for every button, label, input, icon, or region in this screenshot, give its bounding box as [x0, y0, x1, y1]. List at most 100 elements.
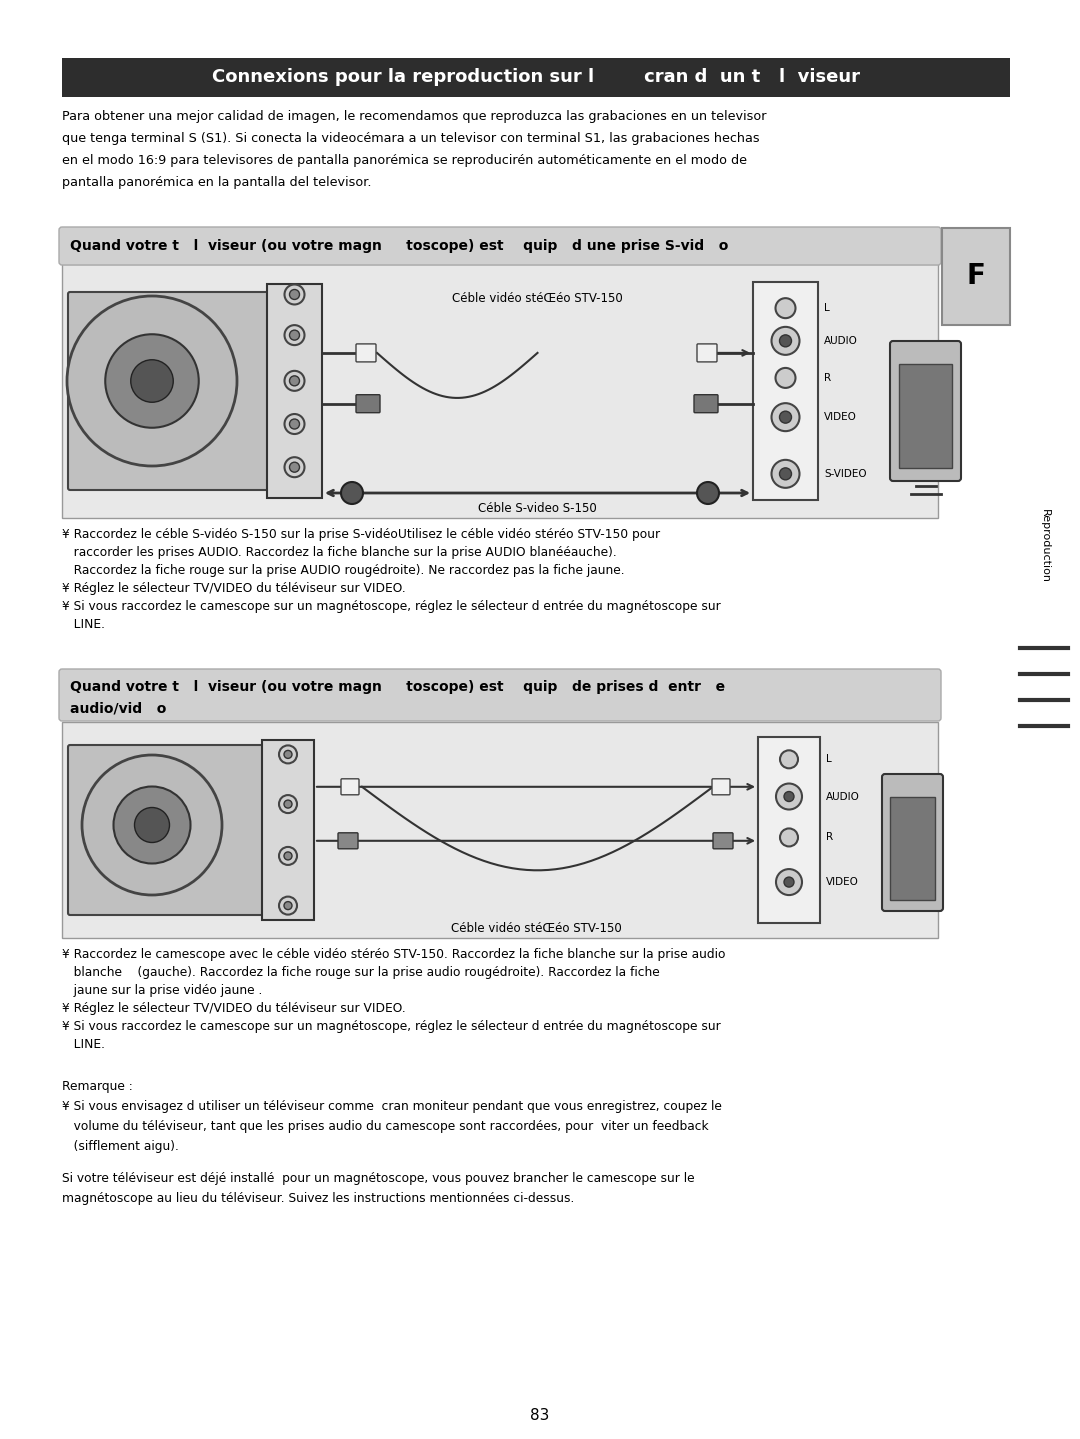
- Text: L: L: [826, 754, 832, 764]
- FancyBboxPatch shape: [356, 394, 380, 413]
- Text: ¥ Réglez le sélecteur TV/VIDEO du téléviseur sur VIDEO.: ¥ Réglez le sélecteur TV/VIDEO du télévi…: [62, 1002, 406, 1014]
- FancyBboxPatch shape: [68, 745, 264, 915]
- FancyBboxPatch shape: [753, 282, 818, 499]
- Circle shape: [284, 800, 292, 809]
- Circle shape: [289, 462, 299, 472]
- FancyBboxPatch shape: [341, 778, 359, 794]
- Text: F: F: [967, 262, 985, 291]
- FancyBboxPatch shape: [62, 58, 1010, 96]
- Circle shape: [777, 869, 802, 895]
- Circle shape: [771, 327, 799, 355]
- FancyBboxPatch shape: [882, 774, 943, 911]
- Text: pantalla panorémica en la pantalla del televisor.: pantalla panorémica en la pantalla del t…: [62, 176, 372, 189]
- Text: ¥ Raccordez le céble S-vidéo S-150 sur la prise S-vidéoUtilisez le céble vidéo s: ¥ Raccordez le céble S-vidéo S-150 sur l…: [62, 528, 660, 541]
- FancyBboxPatch shape: [262, 740, 314, 920]
- Text: ¥ Si vous envisagez d utiliser un téléviseur comme  cran moniteur pendant que vo: ¥ Si vous envisagez d utiliser un télévi…: [62, 1099, 721, 1112]
- Text: AUDIO: AUDIO: [826, 791, 860, 802]
- Circle shape: [279, 848, 297, 865]
- Text: magnétoscope au lieu du téléviseur. Suivez les instructions mentionnées ci-dessu: magnétoscope au lieu du téléviseur. Suiv…: [62, 1191, 575, 1204]
- Text: Céble S-video S-150: Céble S-video S-150: [478, 502, 597, 515]
- Text: audio/vid   o: audio/vid o: [70, 702, 166, 717]
- Text: jaune sur la prise vidéo jaune .: jaune sur la prise vidéo jaune .: [62, 984, 262, 997]
- Circle shape: [775, 298, 796, 318]
- Circle shape: [341, 482, 363, 504]
- Circle shape: [105, 334, 199, 427]
- Circle shape: [784, 791, 794, 802]
- FancyBboxPatch shape: [697, 344, 717, 361]
- Circle shape: [780, 412, 792, 423]
- Circle shape: [279, 745, 297, 764]
- FancyBboxPatch shape: [890, 797, 935, 899]
- Circle shape: [284, 325, 305, 345]
- Text: AUDIO: AUDIO: [824, 335, 858, 345]
- Text: L: L: [824, 304, 829, 314]
- Circle shape: [780, 335, 792, 347]
- FancyBboxPatch shape: [942, 227, 1010, 325]
- Circle shape: [135, 807, 170, 842]
- Text: Remarque :: Remarque :: [62, 1081, 133, 1094]
- Text: R: R: [824, 373, 832, 383]
- FancyBboxPatch shape: [338, 833, 357, 849]
- Text: volume du téléviseur, tant que les prises audio du camescope sont raccordées, po: volume du téléviseur, tant que les prise…: [62, 1120, 708, 1132]
- Text: (sifflement aigu).: (sifflement aigu).: [62, 1140, 179, 1153]
- Circle shape: [289, 376, 299, 386]
- Text: Quand votre t   l  viseur (ou votre magn     toscope) est    quip   d une prise : Quand votre t l viseur (ou votre magn to…: [70, 239, 728, 253]
- FancyBboxPatch shape: [712, 778, 730, 794]
- Circle shape: [284, 852, 292, 861]
- Text: Para obtener una mejor calidad de imagen, le recomendamos que reproduzca las gra: Para obtener una mejor calidad de imagen…: [62, 109, 767, 122]
- FancyBboxPatch shape: [713, 833, 733, 849]
- Text: ¥ Raccordez le camescope avec le céble vidéo stéréo STV-150. Raccordez la fiche : ¥ Raccordez le camescope avec le céble v…: [62, 948, 726, 961]
- Text: 83: 83: [530, 1407, 550, 1423]
- Circle shape: [780, 750, 798, 768]
- Circle shape: [784, 878, 794, 886]
- Text: Céble vidéo stéŒéo STV-150: Céble vidéo stéŒéo STV-150: [453, 292, 623, 305]
- Text: ¥ Si vous raccordez le camescope sur un magnétoscope, réglez le sélecteur d entr: ¥ Si vous raccordez le camescope sur un …: [62, 600, 720, 613]
- Circle shape: [284, 285, 305, 305]
- FancyBboxPatch shape: [890, 341, 961, 481]
- Circle shape: [771, 460, 799, 488]
- Text: R: R: [826, 832, 833, 842]
- Text: Connexions pour la reproduction sur l        cran d  un t   l  viseur: Connexions pour la reproduction sur l cr…: [212, 69, 860, 86]
- Text: Si votre téléviseur est déjé installé  pour un magnétoscope, vous pouvez branche: Si votre téléviseur est déjé installé po…: [62, 1171, 694, 1184]
- Circle shape: [279, 896, 297, 915]
- Text: VIDEO: VIDEO: [824, 412, 856, 422]
- Text: Reproduction: Reproduction: [1040, 509, 1050, 583]
- Circle shape: [780, 829, 798, 846]
- Text: raccorder les prises AUDIO. Raccordez la fiche blanche sur la prise AUDIO blanéé: raccorder les prises AUDIO. Raccordez la…: [62, 545, 617, 558]
- FancyBboxPatch shape: [694, 394, 718, 413]
- Circle shape: [777, 783, 802, 810]
- Circle shape: [289, 289, 299, 299]
- Text: Quand votre t   l  viseur (ou votre magn     toscope) est    quip   de prises d : Quand votre t l viseur (ou votre magn to…: [70, 681, 725, 694]
- Circle shape: [289, 330, 299, 340]
- Circle shape: [284, 750, 292, 758]
- FancyBboxPatch shape: [68, 292, 269, 491]
- Circle shape: [131, 360, 173, 403]
- Text: que tenga terminal S (S1). Si conecta la videocémara a un televisor con terminal: que tenga terminal S (S1). Si conecta la…: [62, 132, 759, 145]
- Circle shape: [284, 458, 305, 478]
- Text: blanche    (gauche). Raccordez la fiche rouge sur la prise audio rougédroite). R: blanche (gauche). Raccordez la fiche rou…: [62, 966, 660, 979]
- Text: VIDEO: VIDEO: [826, 878, 859, 886]
- Text: en el modo 16:9 para televisores de pantalla panorémica se reproducirén autométi: en el modo 16:9 para televisores de pant…: [62, 154, 747, 167]
- Text: Raccordez la fiche rouge sur la prise AUDIO rougédroite). Ne raccordez pas la fi: Raccordez la fiche rouge sur la prise AU…: [62, 564, 624, 577]
- Circle shape: [697, 482, 719, 504]
- FancyBboxPatch shape: [899, 364, 951, 468]
- Circle shape: [284, 371, 305, 391]
- FancyBboxPatch shape: [59, 227, 941, 265]
- Text: Céble vidéo stéŒéo STV-150: Céble vidéo stéŒéo STV-150: [450, 922, 621, 935]
- FancyBboxPatch shape: [62, 263, 939, 518]
- Circle shape: [82, 755, 222, 895]
- Text: S-VIDEO: S-VIDEO: [824, 469, 866, 479]
- Circle shape: [279, 796, 297, 813]
- Circle shape: [289, 419, 299, 429]
- FancyBboxPatch shape: [59, 669, 941, 721]
- Circle shape: [67, 296, 237, 466]
- Circle shape: [775, 368, 796, 389]
- Circle shape: [284, 902, 292, 909]
- Text: LINE.: LINE.: [62, 617, 105, 630]
- Text: ¥ Si vous raccordez le camescope sur un magnétoscope, réglez le sélecteur d entr: ¥ Si vous raccordez le camescope sur un …: [62, 1020, 720, 1033]
- FancyBboxPatch shape: [267, 283, 322, 498]
- FancyBboxPatch shape: [356, 344, 376, 361]
- Circle shape: [771, 403, 799, 432]
- Text: ¥ Réglez le sélecteur TV/VIDEO du téléviseur sur VIDEO.: ¥ Réglez le sélecteur TV/VIDEO du télévi…: [62, 581, 406, 594]
- Circle shape: [284, 414, 305, 435]
